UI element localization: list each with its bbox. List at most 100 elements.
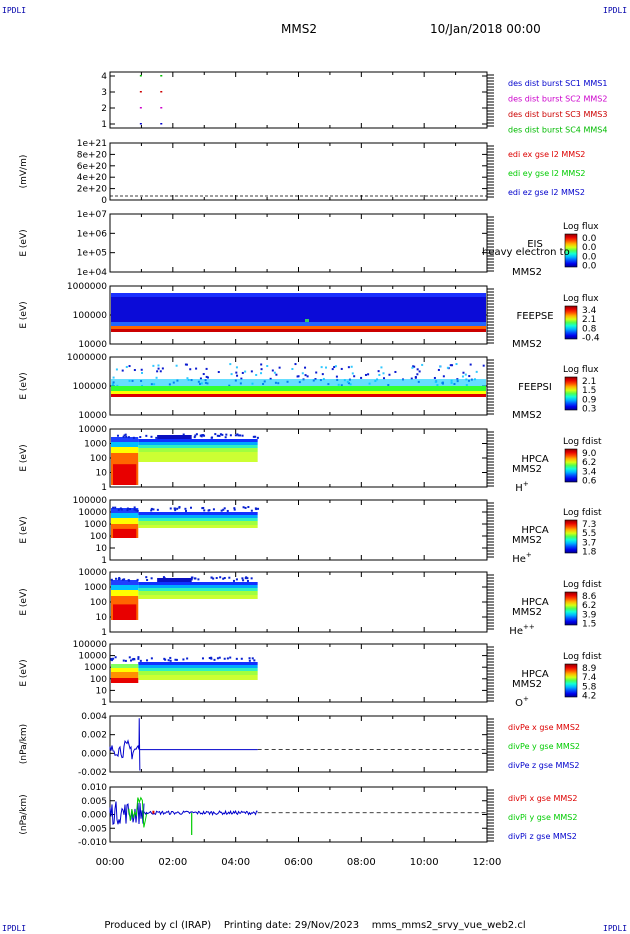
y-tick-label: 10000 bbox=[78, 508, 107, 518]
feepsi-speck bbox=[331, 368, 334, 371]
feepsi-speck bbox=[364, 373, 367, 376]
x-tick-label: 06:00 bbox=[284, 857, 313, 868]
hpca-band bbox=[138, 452, 258, 462]
species-label: He+ bbox=[512, 551, 532, 565]
hpca-speck bbox=[124, 433, 127, 436]
feepsi-speck bbox=[161, 367, 164, 370]
hpca-speck bbox=[245, 576, 248, 579]
hpca-speck bbox=[152, 508, 155, 511]
plot-datetime: 10/Jan/2018 00:00 bbox=[430, 22, 541, 36]
y-tick-label: 10000 bbox=[78, 652, 107, 662]
panel-frame bbox=[109, 715, 488, 773]
hpca-speck bbox=[222, 508, 225, 511]
hpca-speck bbox=[251, 657, 254, 660]
hpca-o-band bbox=[111, 668, 139, 672]
hpca-speck bbox=[254, 435, 257, 438]
hpca-speck bbox=[150, 509, 153, 512]
feepsi-speck bbox=[152, 364, 155, 367]
hpca-speck bbox=[173, 507, 176, 510]
feepsi-speck bbox=[388, 373, 391, 376]
hpca-speck bbox=[257, 507, 260, 510]
hpca-speck bbox=[248, 657, 251, 660]
feepsi-speck bbox=[333, 366, 336, 369]
hpca-speck bbox=[253, 659, 256, 662]
feepsi-speck bbox=[304, 374, 307, 377]
y-tick-label: 1e+21 bbox=[77, 139, 107, 149]
colorbar-tick-label: 8.9 bbox=[582, 664, 597, 674]
hpca-speck bbox=[178, 506, 181, 509]
hpca-speck bbox=[219, 576, 222, 579]
des-marker bbox=[139, 91, 142, 93]
y-tick-label: 2 bbox=[101, 104, 107, 114]
hpca-speck bbox=[135, 509, 138, 512]
hpca-band bbox=[113, 464, 137, 485]
species-charge: + bbox=[523, 480, 529, 488]
divpi-z-series bbox=[109, 801, 145, 825]
feepsi-speck bbox=[250, 370, 253, 373]
colorbar-title: Log fdist bbox=[563, 652, 602, 662]
spacecraft-label: MMS2 bbox=[512, 410, 542, 421]
y-axis-label: E (eV) bbox=[19, 588, 29, 615]
hpca-speck bbox=[189, 506, 192, 509]
feepsi-speck bbox=[315, 371, 318, 374]
spacecraft-label: MMS2 bbox=[512, 464, 542, 475]
feepsi-speck bbox=[461, 375, 464, 378]
hpca-speck bbox=[150, 577, 153, 580]
footer: Produced by cl (IRAP) Printing date: 29/… bbox=[0, 920, 630, 931]
hpca-o-band bbox=[111, 672, 139, 678]
hpca-speck bbox=[228, 576, 231, 579]
hpca-speck bbox=[110, 578, 113, 581]
feepsi-speck bbox=[322, 377, 325, 380]
colorbar-tick-label: 7.4 bbox=[582, 673, 597, 683]
hpca-band bbox=[111, 590, 139, 596]
corner-label-top-right: IPDLI bbox=[603, 6, 628, 15]
legend-entry: des dist burst SC1 MMS1 bbox=[508, 79, 607, 88]
des-marker bbox=[139, 123, 142, 125]
hpca-speck bbox=[110, 657, 113, 660]
hpca-speck bbox=[174, 509, 177, 512]
hpca-speck bbox=[169, 507, 172, 510]
hpca-speck bbox=[114, 656, 117, 659]
y-tick-label: 10000 bbox=[78, 340, 107, 350]
instrument-label: HPCA bbox=[521, 669, 549, 680]
feepsi-speck bbox=[244, 370, 247, 373]
feepsi-speck bbox=[410, 377, 413, 380]
feepsi-speck bbox=[469, 363, 472, 366]
panel-frame bbox=[109, 142, 488, 201]
hpca-band bbox=[138, 595, 258, 599]
hpca-speck bbox=[229, 656, 232, 659]
feepse-speck bbox=[305, 319, 309, 322]
y-tick-label: 0.002 bbox=[81, 731, 107, 741]
feepsi-speck bbox=[291, 367, 294, 370]
colorbar-title: Log fdist bbox=[563, 437, 602, 447]
hpca-band bbox=[111, 442, 139, 447]
panel-divpe: 0.004 0.002 0.000 -0.002 (nPa/km) divPe x gse… bbox=[19, 712, 580, 778]
hpca-band bbox=[113, 604, 137, 620]
feepse-band bbox=[111, 326, 486, 329]
feepsi-speck bbox=[455, 363, 458, 366]
feepsi-speck bbox=[462, 371, 465, 374]
feepsi-speck bbox=[304, 366, 307, 369]
feepsi-speck bbox=[416, 373, 419, 376]
feepsi-speck bbox=[382, 372, 385, 375]
hpca-speck bbox=[133, 506, 136, 509]
feepsi-speck bbox=[186, 377, 189, 380]
feepsi-speck bbox=[421, 363, 424, 366]
hpca-speck bbox=[155, 436, 158, 439]
divpi-z-tail bbox=[144, 809, 258, 816]
y-tick-label: 1000 bbox=[84, 440, 107, 450]
hpca-speck bbox=[200, 435, 203, 438]
hpca-speck bbox=[182, 658, 185, 661]
y-tick-label: 100000 bbox=[73, 496, 108, 506]
legend-entry: des dist burst SC3 MMS3 bbox=[508, 110, 607, 119]
hpca-band bbox=[138, 591, 258, 595]
feepsi-speck bbox=[241, 371, 244, 374]
feepsi-speck bbox=[206, 376, 209, 379]
feepsi-speck bbox=[240, 377, 243, 380]
y-tick-label: 100 bbox=[90, 454, 107, 464]
legend-entry: divPi z gse MMS2 bbox=[508, 832, 577, 841]
panel-frame bbox=[109, 213, 488, 273]
colorbar-title: Log flux bbox=[563, 222, 599, 232]
feepsi-speck bbox=[185, 363, 188, 366]
